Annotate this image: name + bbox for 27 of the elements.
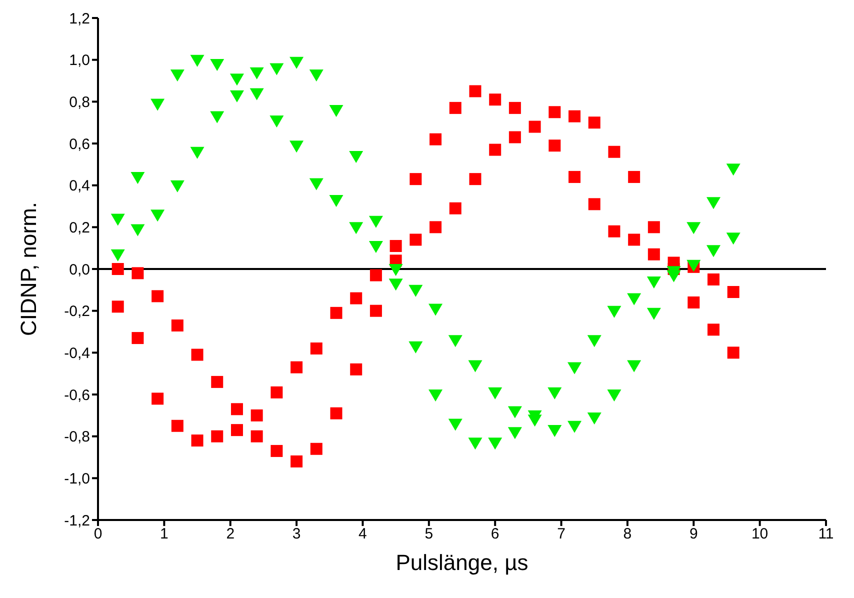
y-tick-label: -0,4	[64, 344, 90, 362]
x-tick-label: 10	[751, 526, 768, 543]
x-tick-label: 8	[623, 526, 632, 543]
x-tick-label: 0	[94, 526, 102, 543]
x-tick-label: 6	[490, 526, 500, 543]
x-tick-label: 7	[557, 526, 566, 543]
y-tick-label: 1,2	[69, 10, 90, 28]
x-tick-label: 1	[160, 526, 168, 543]
y-tick-label: 0,8	[69, 94, 90, 111]
x-tick-label: 11	[818, 526, 834, 543]
x-tick-label: 2	[226, 526, 235, 543]
y-tick-label: 0,6	[69, 136, 90, 153]
y-tick-label: -1,0	[64, 470, 90, 488]
y-tick-label: 0,0	[69, 261, 90, 278]
y-tick-label: -0,2	[64, 303, 90, 320]
y-tick-label: -0,8	[64, 428, 90, 446]
x-tick-label: 4	[358, 526, 367, 543]
x-tick-label: 5	[424, 526, 434, 543]
y-tick-label: -1,2	[64, 512, 90, 530]
x-tick-label: 3	[292, 526, 301, 543]
y-axis-title: CIDNP, norm.	[16, 202, 41, 336]
y-tick-label: 0,4	[69, 178, 90, 195]
x-axis-title: Pulslänge, µs	[396, 550, 528, 575]
y-tick-label: -0,6	[64, 386, 90, 404]
x-tick-label: 9	[689, 526, 698, 543]
y-tick-label: 1,0	[69, 52, 90, 70]
y-tick-label: 0,2	[69, 219, 90, 236]
